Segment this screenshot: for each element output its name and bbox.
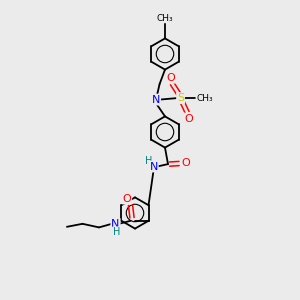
Text: O: O bbox=[182, 158, 190, 169]
Text: H: H bbox=[145, 156, 152, 166]
Text: S: S bbox=[177, 93, 184, 103]
Text: N: N bbox=[152, 94, 160, 105]
Text: CH₃: CH₃ bbox=[157, 14, 173, 22]
Text: N: N bbox=[149, 161, 158, 172]
Text: H: H bbox=[113, 227, 120, 237]
Text: O: O bbox=[184, 113, 193, 124]
Text: O: O bbox=[122, 194, 131, 204]
Text: N: N bbox=[111, 219, 120, 229]
Text: CH₃: CH₃ bbox=[196, 94, 213, 103]
Text: O: O bbox=[166, 73, 175, 83]
